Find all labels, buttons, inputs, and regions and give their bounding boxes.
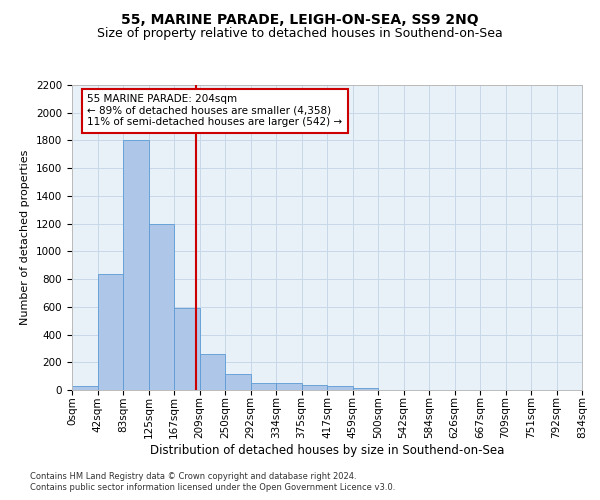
Y-axis label: Number of detached properties: Number of detached properties <box>20 150 31 325</box>
Text: 55 MARINE PARADE: 204sqm
← 89% of detached houses are smaller (4,358)
11% of sem: 55 MARINE PARADE: 204sqm ← 89% of detach… <box>88 94 343 128</box>
Bar <box>149 224 174 390</box>
Bar <box>72 386 97 390</box>
Bar <box>225 374 251 390</box>
Bar <box>251 383 276 390</box>
Bar <box>327 386 353 390</box>
Bar <box>353 388 378 390</box>
Text: 55, MARINE PARADE, LEIGH-ON-SEA, SS9 2NQ: 55, MARINE PARADE, LEIGH-ON-SEA, SS9 2NQ <box>121 12 479 26</box>
Text: Contains HM Land Registry data © Crown copyright and database right 2024.: Contains HM Land Registry data © Crown c… <box>30 472 356 481</box>
Bar <box>174 308 199 390</box>
X-axis label: Distribution of detached houses by size in Southend-on-Sea: Distribution of detached houses by size … <box>150 444 504 457</box>
Bar <box>123 140 149 390</box>
Bar <box>97 274 123 390</box>
Text: Contains public sector information licensed under the Open Government Licence v3: Contains public sector information licen… <box>30 484 395 492</box>
Text: Size of property relative to detached houses in Southend-on-Sea: Size of property relative to detached ho… <box>97 28 503 40</box>
Bar <box>199 354 225 390</box>
Bar <box>276 383 302 390</box>
Bar <box>302 385 327 390</box>
